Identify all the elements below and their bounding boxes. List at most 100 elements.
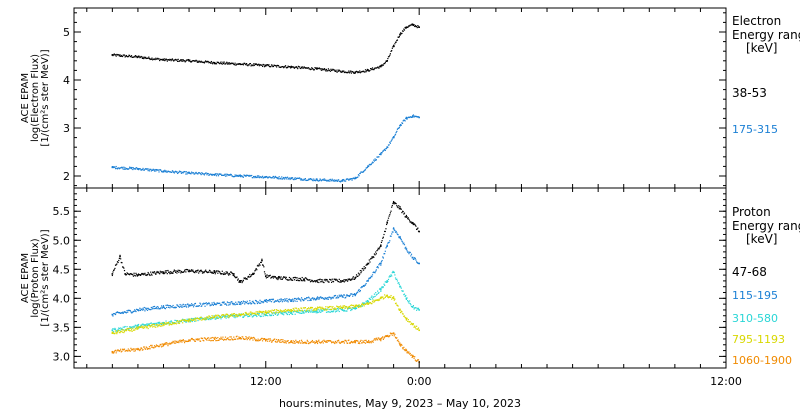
scatter-point — [129, 327, 131, 329]
scatter-point — [415, 328, 417, 330]
scatter-point — [309, 178, 312, 180]
scatter-point — [221, 314, 223, 316]
scatter-point — [311, 298, 313, 300]
scatter-point — [118, 350, 120, 352]
scatter-point — [111, 352, 113, 354]
scatter-point — [143, 309, 145, 311]
scatter-point — [237, 338, 239, 340]
scatter-point — [145, 57, 147, 60]
scatter-point — [217, 302, 220, 305]
scatter-point — [129, 326, 131, 328]
scatter-point — [117, 330, 119, 332]
scatter-point — [405, 246, 407, 248]
data-point — [303, 278, 305, 280]
scatter-point — [366, 302, 368, 304]
scatter-point — [143, 325, 145, 327]
scatter-point — [125, 274, 127, 276]
scatter-point — [226, 63, 229, 65]
scatter-point — [178, 171, 180, 173]
scatter-point — [409, 302, 411, 305]
scatter-point — [255, 268, 257, 270]
scatter-point — [344, 297, 346, 299]
panel-bottom-legend-title: [keV] — [746, 232, 777, 246]
scatter-point — [139, 57, 141, 59]
scatter-point — [414, 307, 416, 309]
scatter-point — [300, 342, 302, 344]
scatter-point — [134, 168, 136, 170]
scatter-point — [124, 325, 126, 328]
scatter-point — [293, 342, 295, 344]
scatter-point — [143, 346, 145, 348]
scatter-point — [406, 352, 408, 354]
scatter-point — [244, 277, 246, 280]
scatter-point — [215, 175, 218, 177]
scatter-point — [250, 275, 252, 277]
scatter-point — [146, 326, 148, 328]
scatter-point — [326, 70, 328, 72]
scatter-point — [229, 303, 231, 306]
scatter-point — [111, 329, 113, 331]
scatter-point — [251, 302, 253, 305]
scatter-point — [288, 279, 290, 281]
scatter-point — [408, 25, 411, 27]
scatter-point — [151, 57, 153, 59]
scatter-point — [389, 142, 392, 144]
scatter-point — [227, 301, 229, 304]
scatter-point — [156, 58, 158, 60]
scatter-point — [163, 58, 165, 60]
scatter-point — [278, 275, 280, 278]
scatter-point — [414, 224, 416, 226]
scatter-point — [222, 315, 224, 318]
scatter-point — [200, 337, 202, 339]
scatter-point — [181, 304, 183, 306]
scatter-point — [245, 175, 247, 178]
scatter-point — [362, 70, 365, 72]
scatter-point — [225, 303, 227, 305]
scatter-point — [379, 65, 381, 67]
scatter-point — [407, 300, 409, 302]
scatter-point — [229, 336, 231, 338]
scatter-point — [340, 308, 342, 310]
scatter-point — [313, 308, 315, 310]
scatter-point — [166, 304, 168, 306]
scatter-point — [313, 297, 315, 299]
scatter-point — [152, 169, 154, 171]
scatter-point — [295, 66, 298, 68]
scatter-point — [224, 303, 226, 305]
data-point — [386, 245, 389, 247]
scatter-point — [279, 311, 282, 313]
scatter-point — [202, 303, 204, 305]
scatter-point — [348, 295, 350, 297]
scatter-point — [353, 293, 355, 296]
scatter-point — [327, 179, 330, 181]
scatter-point — [222, 315, 225, 317]
scatter-point — [166, 270, 168, 272]
scatter-point — [265, 314, 268, 317]
scatter-point — [263, 266, 265, 268]
scatter-point — [365, 300, 367, 302]
scatter-point — [149, 274, 151, 277]
scatter-point — [212, 316, 214, 318]
scatter-point — [168, 59, 170, 61]
scatter-point — [385, 281, 388, 283]
scatter-point — [226, 315, 228, 317]
scatter-point — [211, 317, 213, 320]
scatter-point — [144, 325, 146, 327]
scatter-point — [336, 307, 338, 310]
scatter-point — [394, 231, 397, 233]
scatter-point — [114, 313, 116, 315]
scatter-point — [138, 349, 140, 351]
scatter-point — [396, 39, 398, 42]
scatter-point — [120, 54, 122, 57]
scatter-point — [393, 272, 395, 274]
scatter-point — [132, 168, 134, 171]
scatter-point — [178, 60, 181, 62]
scatter-point — [130, 272, 132, 275]
scatter-point — [203, 318, 205, 320]
scatter-point — [384, 294, 386, 296]
scatter-point — [123, 267, 125, 269]
scatter-point — [116, 54, 119, 56]
scatter-point — [381, 296, 383, 299]
scatter-point — [169, 171, 171, 173]
scatter-point — [277, 176, 279, 179]
